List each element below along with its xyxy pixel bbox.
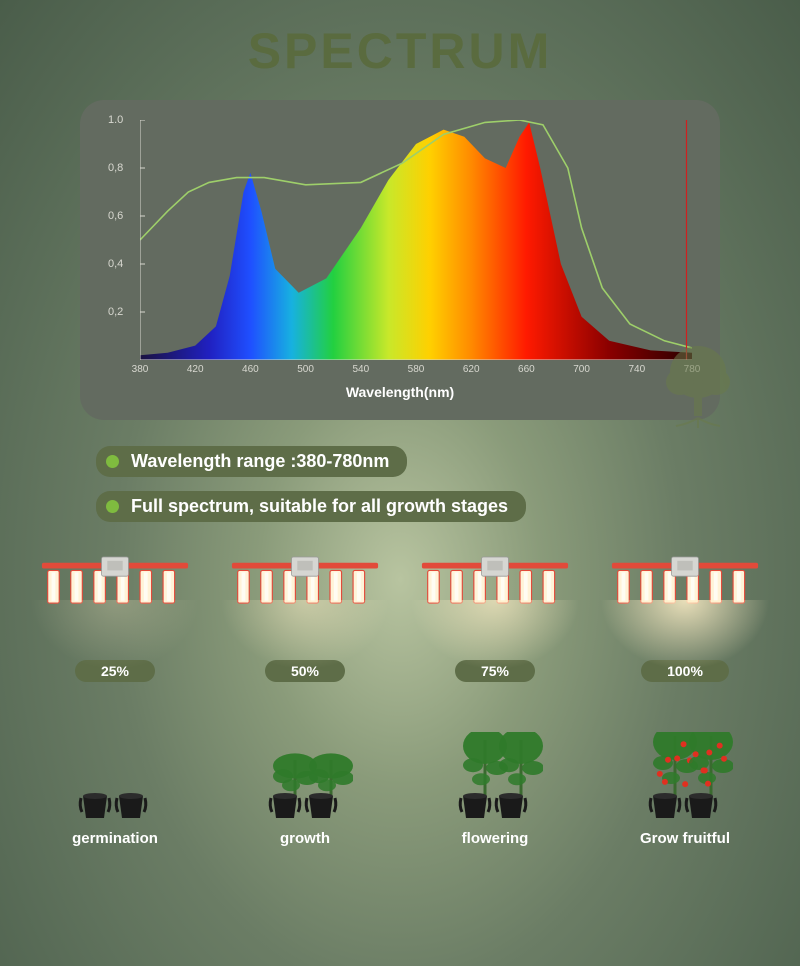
plot-area	[140, 120, 692, 360]
stage-label: Grow fruitful	[640, 830, 730, 847]
stage-label: germination	[72, 830, 158, 847]
feature-bullets: Wavelength range :380-780nm Full spectru…	[96, 446, 800, 536]
intensity-badge: 50%	[265, 660, 345, 682]
plant-illustration	[257, 732, 353, 820]
stages-row: germination growth	[0, 732, 800, 847]
tree-decoration-icon	[658, 338, 738, 428]
growth-stage-col: flowering	[410, 732, 580, 847]
led-fixture-icon	[610, 554, 760, 608]
growth-stage-col: Grow fruitful	[600, 732, 770, 847]
x-tick-label: 420	[187, 364, 204, 375]
x-tick-label: 700	[573, 364, 590, 375]
x-axis-label: Wavelength(nm)	[108, 384, 692, 400]
intensity-badge: 75%	[455, 660, 535, 682]
x-tick-label: 380	[132, 364, 149, 375]
x-tick-label: 620	[463, 364, 480, 375]
x-tick-label: 660	[518, 364, 535, 375]
led-fixture-icon	[420, 554, 570, 608]
spectrum-chart-panel: 0,2 0,4 0,6 0,8 1.0 380 420 460 500 540 580 620 660…	[80, 100, 720, 420]
y-tick-label: 0,6	[108, 210, 123, 222]
growth-stage-col: germination	[30, 732, 200, 847]
light-intensity-col: 75%	[410, 554, 580, 682]
y-tick-label: 1.0	[108, 114, 123, 126]
x-tick-label: 740	[628, 364, 645, 375]
plant-illustration	[447, 732, 543, 820]
y-tick-label: 0,4	[108, 258, 123, 270]
spectral-intensity-area	[140, 122, 692, 360]
plant-illustration	[67, 732, 163, 820]
spectrum-chart: 0,20,40,60,81.0	[108, 120, 692, 360]
bullet-text: Wavelength range :380-780nm	[131, 451, 389, 472]
light-intensity-col: 100%	[600, 554, 770, 682]
intensity-badge: 25%	[75, 660, 155, 682]
light-intensity-col: 25%	[30, 554, 200, 682]
light-intensity-col: 50%	[220, 554, 390, 682]
x-tick-label: 460	[242, 364, 259, 375]
x-tick-label: 540	[352, 364, 369, 375]
bullet-dot-icon	[106, 455, 119, 468]
stage-label: flowering	[462, 830, 529, 847]
x-axis: 380420460500540580620660700740780	[140, 360, 692, 380]
intensity-badge: 100%	[641, 660, 729, 682]
x-tick-label: 500	[297, 364, 314, 375]
bullet-item: Full spectrum, suitable for all growth s…	[96, 491, 526, 522]
led-fixture-icon	[40, 554, 190, 608]
led-fixture-icon	[230, 554, 380, 608]
bullet-item: Wavelength range :380-780nm	[96, 446, 407, 477]
x-tick-label: 580	[408, 364, 425, 375]
bullet-text: Full spectrum, suitable for all growth s…	[131, 496, 508, 517]
y-tick-label: 0,8	[108, 162, 123, 174]
page-title: SPECTRUM	[0, 0, 800, 80]
bullet-dot-icon	[106, 500, 119, 513]
plant-illustration	[637, 732, 733, 820]
stage-label: growth	[280, 830, 330, 847]
growth-stage-col: growth	[220, 732, 390, 847]
y-tick-label: 0,2	[108, 306, 123, 318]
y-axis: 0,20,40,60,81.0	[108, 120, 138, 360]
lights-row: 25% 50% 75% 100%	[0, 554, 800, 682]
